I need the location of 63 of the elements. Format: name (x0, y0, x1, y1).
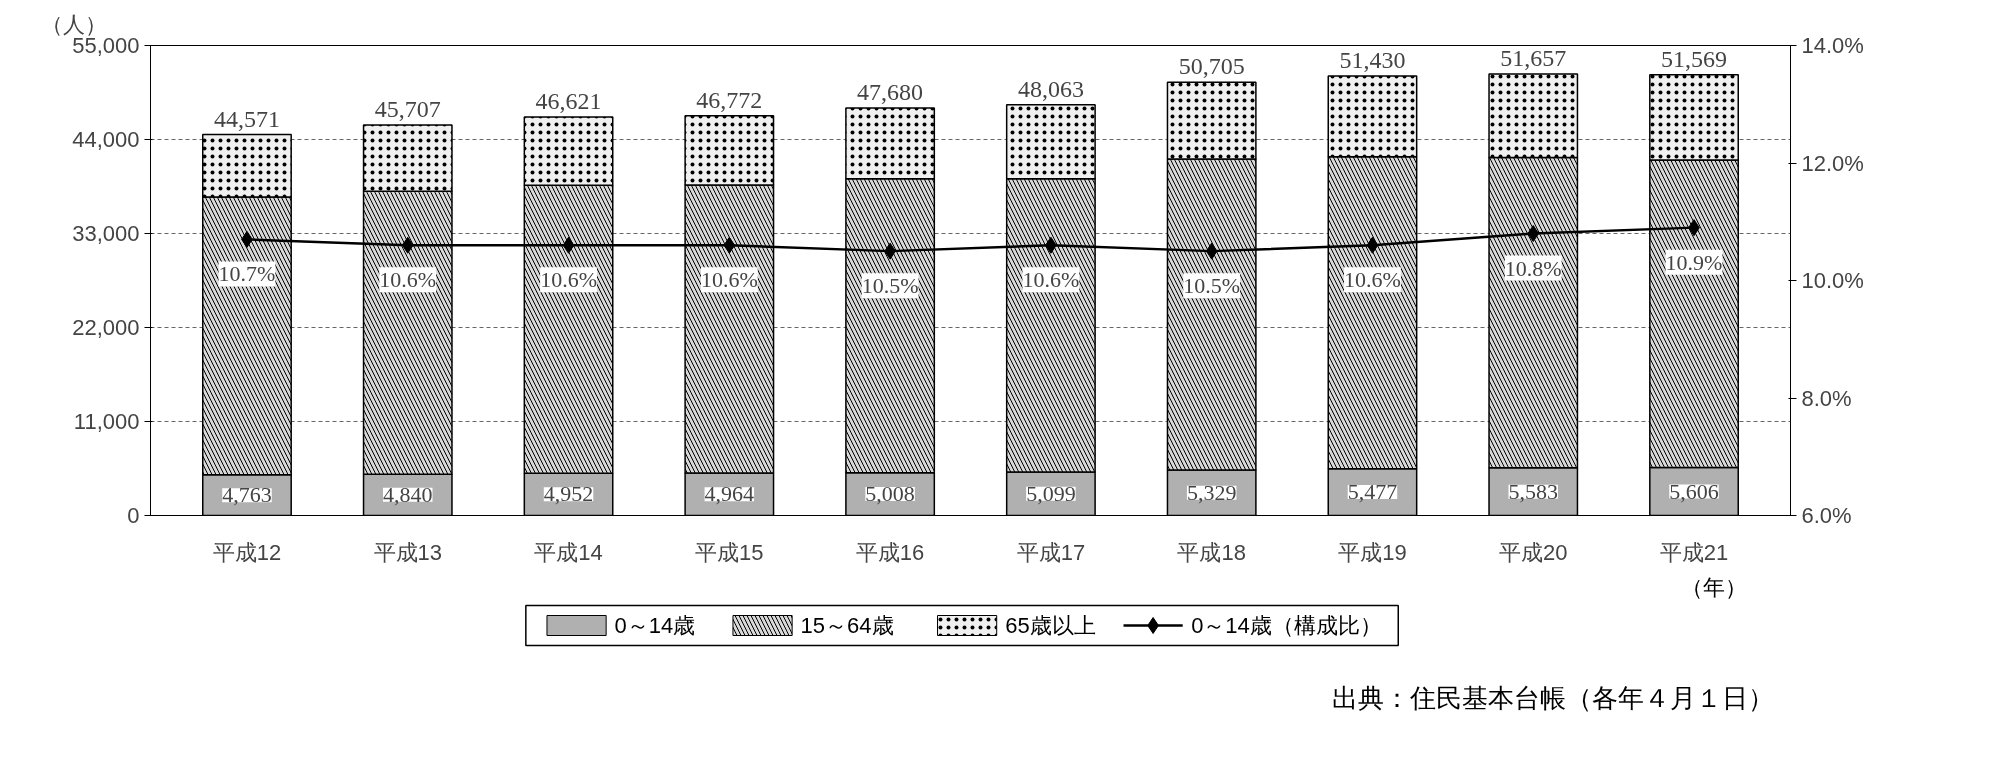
total-label: 51,657 (1500, 45, 1567, 72)
legend-label: 0～14歳（構成比） (1191, 613, 1382, 638)
data-label: 10.6% (540, 267, 597, 293)
point (723, 236, 736, 254)
y2-tick-label: 12.0% (1801, 150, 1864, 176)
data-label: 4,840 (383, 481, 433, 507)
legend-label: 0～14歳 (614, 613, 696, 638)
y2-tick-label: 10.0% (1801, 268, 1864, 293)
data-label: 10.6% (379, 267, 437, 293)
point (562, 236, 575, 254)
y-tick-label: 11,000 (73, 409, 140, 434)
data-label: 10.5% (861, 273, 919, 299)
total-label: 46,772 (696, 86, 763, 113)
total-label: 50,705 (1178, 53, 1245, 80)
x-tick-label: 平成20 (1499, 539, 1568, 565)
data-label: 10.6% (1344, 267, 1401, 293)
data-label: 10.7% (218, 261, 276, 287)
y2-tick-label: 14.0% (1801, 33, 1864, 58)
data-label: 10.6% (1022, 267, 1080, 293)
x-tick-label: 平成16 (855, 539, 925, 565)
total-label: 46,621 (535, 88, 602, 115)
data-label: 5,008 (865, 481, 915, 507)
data-label: 5,329 (1186, 479, 1237, 505)
point (1205, 242, 1218, 260)
data-label: 4,763 (222, 482, 272, 508)
y-axis-title: （人） (40, 11, 107, 37)
y-tick-label: 33,000 (72, 221, 140, 246)
total-label: 51,569 (1661, 45, 1728, 72)
x-tick-label: 平成19 (1338, 539, 1407, 565)
data-label: 5,477 (1347, 479, 1398, 505)
total-label: 47,680 (857, 79, 924, 106)
x-tick-label: 平成15 (695, 539, 764, 565)
total-label: 45,707 (374, 95, 441, 122)
data-label: 5,583 (1508, 478, 1558, 504)
total-label: 44,571 (213, 105, 280, 132)
point (401, 236, 414, 254)
data-label: 10.5% (1183, 273, 1241, 299)
data-label: 5,099 (1026, 480, 1076, 506)
data-label: 4,952 (543, 481, 594, 507)
data-label: 10.9% (1665, 249, 1723, 275)
legend-label: 15～64歳 (800, 613, 894, 638)
y2-tick-label: 8.0% (1801, 385, 1852, 411)
y-tick-label: 0 (127, 503, 140, 528)
point (1366, 236, 1379, 254)
legend-label: 65歳以上 (1005, 613, 1096, 638)
data-label: 10.6% (700, 267, 758, 293)
data-label: 10.8% (1504, 255, 1562, 281)
y-tick-label: 44,000 (72, 127, 140, 152)
total-label: 48,063 (1017, 75, 1084, 102)
source-note: 出典：住民基本台帳（各年４月１日） (1331, 682, 1774, 713)
y2-tick-label: 6.0% (1801, 503, 1852, 528)
data-label: 4,964 (704, 481, 755, 507)
point (1527, 225, 1540, 242)
x-tick-label: 平成14 (534, 539, 603, 565)
total-label: 51,430 (1339, 47, 1406, 74)
x-tick-label: 平成18 (1177, 539, 1246, 565)
x-tick-label: 平成12 (212, 539, 282, 565)
x-tick-label: 平成17 (1016, 539, 1086, 565)
x-tick-label: 平成13 (373, 539, 442, 565)
x-tick-label: 平成21 (1659, 539, 1729, 565)
y-tick-label: 22,000 (72, 315, 140, 340)
data-label: 5,606 (1669, 478, 1719, 504)
x-axis-title: （年） (1680, 575, 1747, 600)
